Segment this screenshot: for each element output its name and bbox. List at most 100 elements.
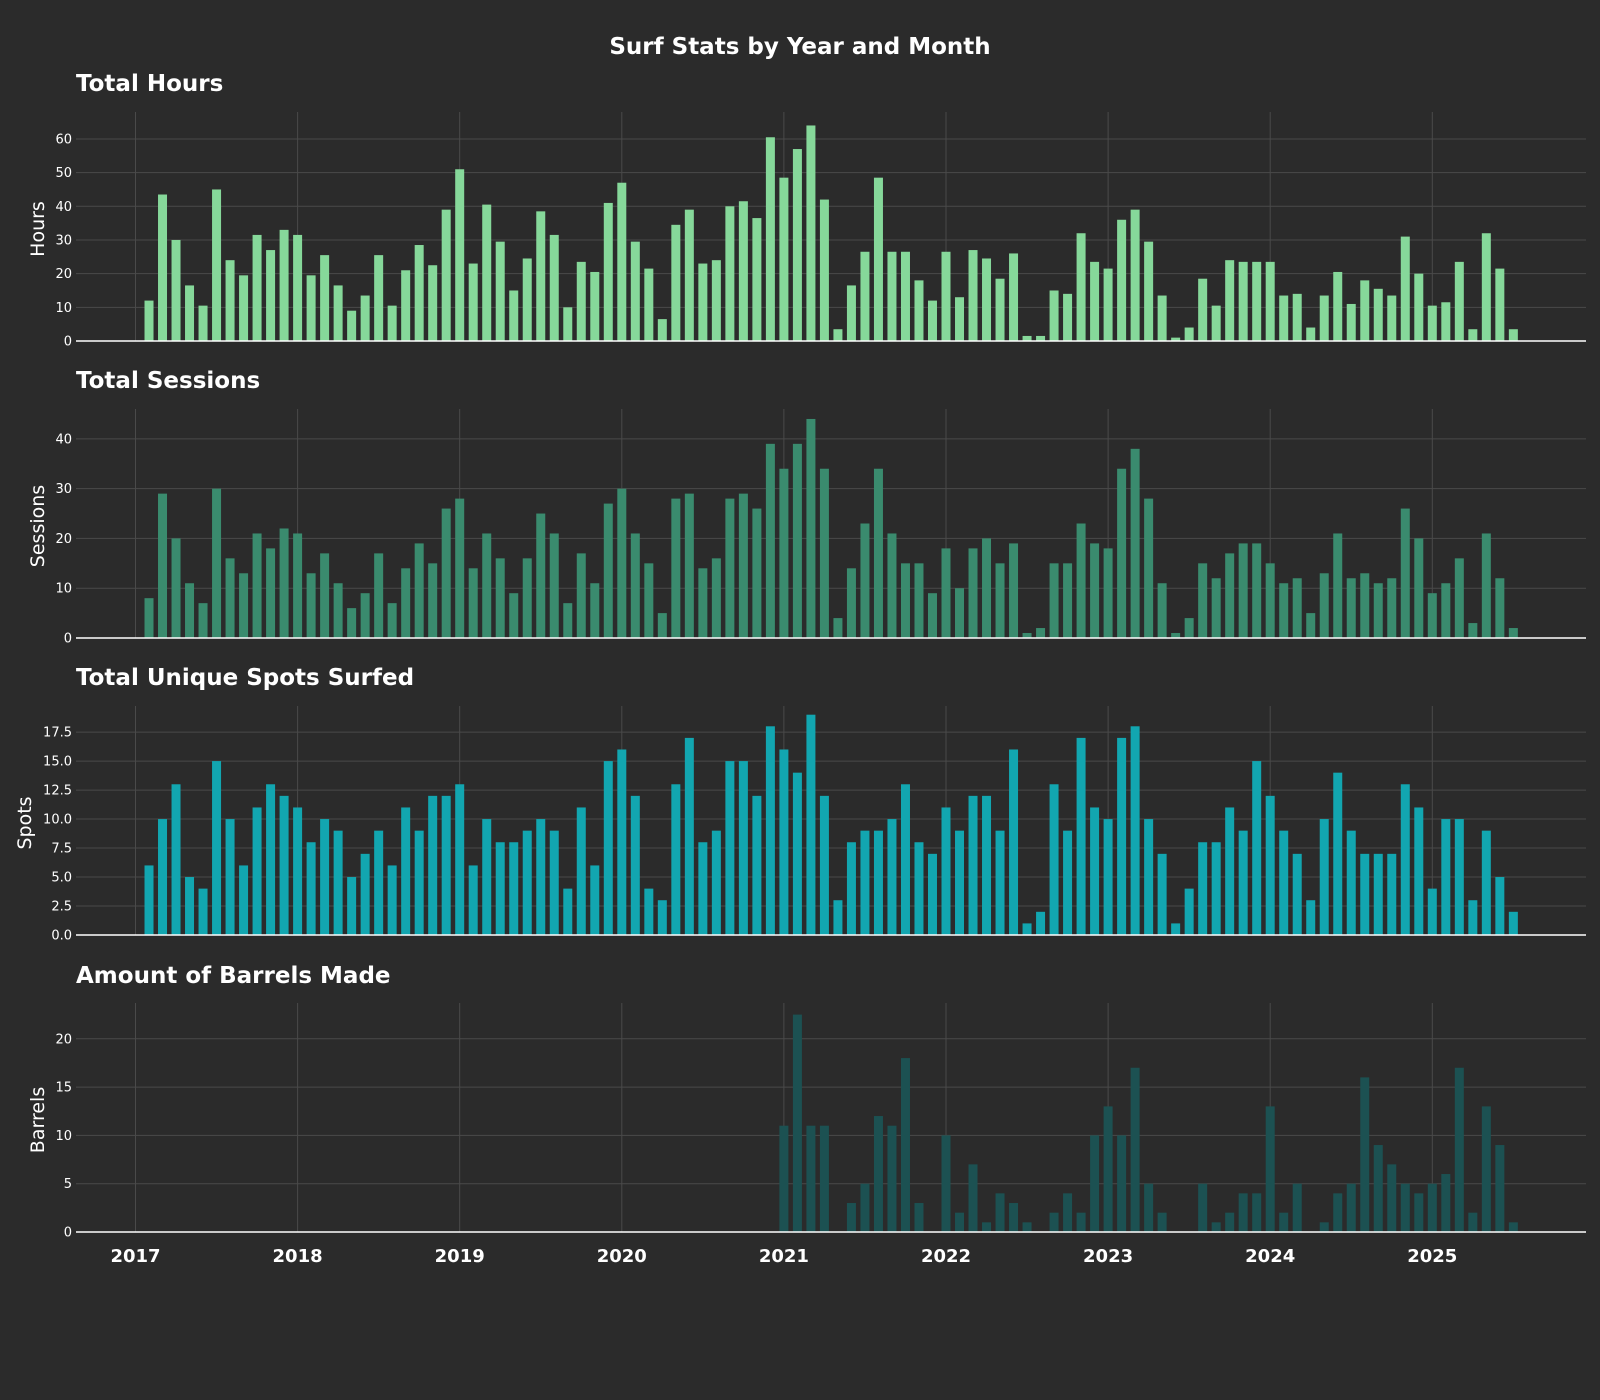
bar-spots — [1508, 911, 1518, 935]
bar-barrels — [900, 1058, 910, 1232]
bar-spots — [752, 795, 762, 935]
bar-spots — [846, 842, 856, 935]
bar-sessions — [671, 498, 681, 638]
bar-hours — [1049, 290, 1059, 341]
bar-spots — [320, 819, 330, 935]
bar-sessions — [846, 568, 856, 638]
ytick-label-spots: 0.0 — [51, 929, 72, 944]
bar-spots — [603, 761, 613, 935]
bar-sessions — [320, 553, 330, 638]
ylabel-sessions: Sessions — [27, 485, 49, 567]
bar-sessions — [1252, 543, 1262, 638]
bar-spots — [536, 819, 546, 935]
xtick-label: 2020 — [597, 1246, 647, 1267]
bar-spots — [1049, 784, 1059, 935]
bar-hours — [1427, 305, 1437, 341]
bar-hours — [1022, 335, 1032, 341]
bar-hours — [374, 255, 384, 342]
bar-spots — [1373, 853, 1383, 935]
bar-sessions — [1508, 628, 1518, 638]
bar-spots — [982, 795, 992, 935]
bar-hours — [468, 263, 478, 341]
ytick-label-sessions: 10 — [55, 582, 72, 597]
bar-sessions — [1063, 563, 1073, 638]
bar-sessions — [819, 468, 829, 638]
bar-sessions — [1076, 523, 1086, 638]
bar-sessions — [792, 443, 802, 638]
bar-hours — [1198, 278, 1208, 341]
bar-hours — [887, 251, 897, 341]
ytick-label-hours: 40 — [55, 200, 72, 215]
bar-spots — [765, 726, 775, 935]
bar-spots — [1225, 807, 1235, 935]
bar-sessions — [333, 583, 343, 638]
bar-spots — [1387, 853, 1397, 935]
ytick-label-barrels: 20 — [55, 1032, 72, 1047]
bar-barrels — [1198, 1183, 1208, 1232]
bar-hours — [1454, 261, 1464, 341]
bar-spots — [657, 900, 667, 935]
ytick-label-hours: 20 — [55, 267, 72, 282]
bar-sessions — [711, 558, 721, 638]
bar-barrels — [1076, 1212, 1086, 1232]
bar-hours — [711, 260, 721, 341]
bar-hours — [306, 275, 316, 341]
bar-hours — [941, 251, 951, 341]
bar-hours — [1144, 241, 1154, 341]
bar-hours — [1171, 337, 1181, 341]
bar-hours — [914, 280, 924, 341]
bar-sessions — [1468, 623, 1478, 638]
bar-spots — [576, 807, 586, 935]
bar-spots — [1400, 784, 1410, 935]
bar-sessions — [1171, 633, 1181, 638]
bar-barrels — [1333, 1193, 1343, 1232]
bar-barrels — [1252, 1193, 1262, 1232]
bar-barrels — [1468, 1212, 1478, 1232]
bar-sessions — [1184, 618, 1194, 638]
bar-sessions — [252, 533, 262, 638]
bar-barrels — [1373, 1145, 1383, 1232]
bar-hours — [1414, 273, 1424, 341]
bar-barrels — [995, 1193, 1005, 1232]
bar-spots — [725, 761, 735, 935]
bar-hours — [320, 255, 330, 342]
bar-spots — [1427, 888, 1437, 935]
bar-barrels — [1292, 1183, 1302, 1232]
bar-spots — [955, 830, 965, 935]
bar-sessions — [306, 573, 316, 638]
bar-spots — [1090, 807, 1100, 935]
bar-hours — [1103, 268, 1113, 341]
bar-sessions — [1090, 543, 1100, 638]
bar-hours — [779, 177, 789, 341]
bar-sessions — [955, 588, 965, 638]
bar-sessions — [1036, 628, 1046, 638]
bar-spots — [860, 830, 870, 935]
bar-barrels — [941, 1135, 951, 1232]
bar-hours — [765, 137, 775, 341]
bar-sessions — [995, 563, 1005, 638]
bar-hours — [644, 268, 654, 341]
bar-spots — [1076, 737, 1086, 935]
bar-barrels — [779, 1125, 789, 1232]
bar-hours — [698, 263, 708, 341]
panel-spots: Total Unique Spots Surfed Spots — [14, 665, 414, 850]
bar-sessions — [617, 488, 627, 638]
bar-hours — [671, 224, 681, 341]
bar-barrels — [1130, 1067, 1140, 1232]
bar-spots — [698, 842, 708, 935]
bar-spots — [1279, 830, 1289, 935]
bar-sessions — [914, 563, 924, 638]
ytick-label-barrels: 15 — [55, 1081, 72, 1096]
bar-spots — [1360, 853, 1370, 935]
bar-sessions — [144, 598, 154, 638]
bar-barrels — [1117, 1135, 1127, 1232]
bar-hours — [522, 258, 532, 341]
bar-spots — [360, 853, 370, 935]
bar-sessions — [1481, 533, 1491, 638]
bar-spots — [1144, 819, 1154, 935]
bar-sessions — [293, 533, 303, 638]
bar-spots — [671, 784, 681, 935]
bar-barrels — [1414, 1193, 1424, 1232]
bar-spots — [374, 830, 384, 935]
bar-hours — [293, 234, 303, 341]
